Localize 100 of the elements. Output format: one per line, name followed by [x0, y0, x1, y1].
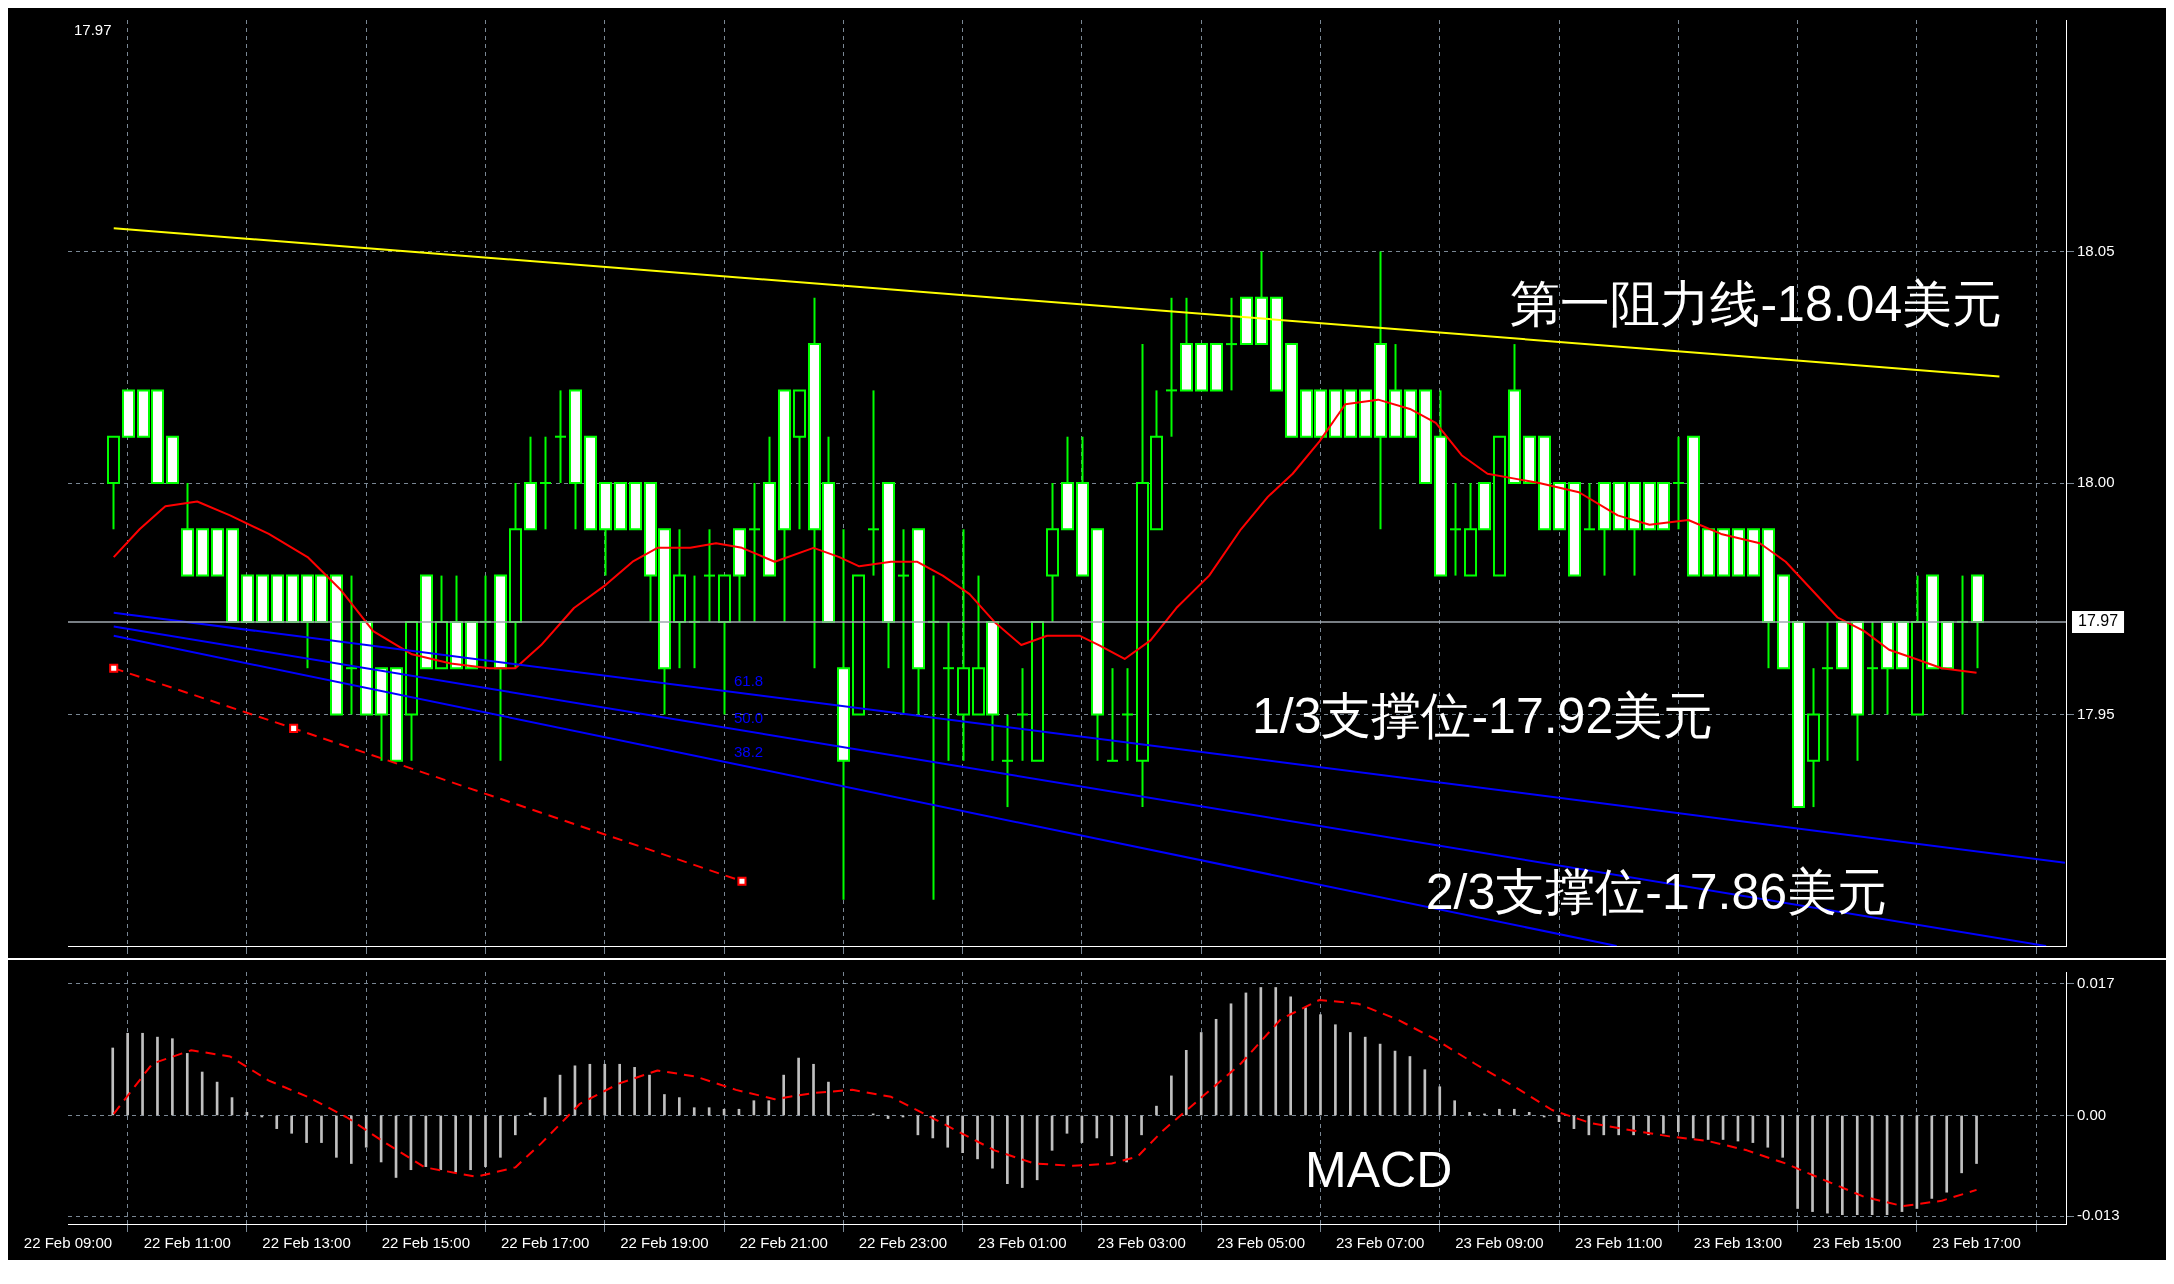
bar: [827, 1081, 830, 1116]
candlestick: [1821, 620, 1834, 762]
bar: [1691, 1115, 1695, 1139]
bar: [1110, 1115, 1114, 1157]
candlestick: [1001, 713, 1014, 809]
bar: [1199, 1032, 1203, 1116]
bar: [1453, 1100, 1456, 1116]
bar: [1363, 1036, 1367, 1116]
bar: [200, 1071, 204, 1116]
candlestick: [1016, 667, 1029, 762]
bar: [1766, 1115, 1770, 1148]
bar: [484, 1115, 487, 1167]
bar: [618, 1063, 622, 1116]
annotation: 17.97: [73, 21, 112, 39]
candlestick: [1672, 435, 1685, 531]
bar: [678, 1097, 681, 1116]
bar: [1319, 1014, 1322, 1116]
candlestick: [867, 389, 880, 577]
x-tick-label: 22 Feb 19:00: [620, 1234, 709, 1252]
candlestick: [1106, 667, 1119, 762]
bar: [364, 1115, 368, 1148]
x-tick-label: 23 Feb 11:00: [1575, 1234, 1663, 1252]
bar: [335, 1115, 338, 1158]
bar: [782, 1074, 786, 1116]
y-tick-label: 0.017: [2077, 973, 2115, 991]
bar: [797, 1057, 800, 1116]
bar: [1512, 1108, 1516, 1116]
x-tick-label: 23 Feb 13:00: [1693, 1234, 1783, 1252]
x-tick-label: 23 Feb 03:00: [1097, 1234, 1186, 1252]
bar: [185, 1053, 189, 1116]
bar: [1647, 1115, 1650, 1136]
bar: [1289, 996, 1292, 1116]
bar: [513, 1115, 517, 1136]
bar: [1095, 1115, 1099, 1139]
annotation: 第一阻力线-18.04美元: [1510, 275, 2003, 332]
y-tick-label: 18.05: [2077, 241, 2115, 259]
bar: [1125, 1115, 1128, 1163]
bar: [1020, 1115, 1024, 1188]
y-tick-label: 0.00: [2077, 1105, 2107, 1123]
series-label: 38.2: [734, 743, 764, 761]
bar: [320, 1115, 323, 1143]
candlestick: [897, 528, 910, 716]
candlestick: [1165, 296, 1178, 438]
series-label: 61.8: [734, 671, 764, 689]
bar: [1155, 1105, 1158, 1116]
y-tick-label: -0.013: [2077, 1206, 2120, 1224]
bar: [1304, 1007, 1307, 1116]
bar: [961, 1115, 964, 1153]
bar: [1006, 1115, 1009, 1185]
bar: [1170, 1075, 1173, 1116]
x-tick-label: 22 Feb 17:00: [500, 1234, 590, 1252]
candlestick: [1583, 482, 1596, 531]
bar: [156, 1036, 159, 1116]
x-tick-label: 23 Feb 15:00: [1813, 1234, 1902, 1252]
bar: [1184, 1049, 1188, 1116]
bar: [1498, 1108, 1501, 1116]
bar: [141, 1032, 144, 1116]
y-tick-label: 17.95: [2077, 704, 2115, 722]
bar: [499, 1115, 502, 1158]
bar: [1826, 1115, 1829, 1214]
x-tick-label: 23 Feb 07:00: [1335, 1234, 1425, 1252]
bar: [1468, 1112, 1471, 1116]
bar: [603, 1063, 607, 1116]
series-label: 50.0: [734, 708, 764, 726]
bar: [946, 1115, 950, 1148]
bar: [1930, 1115, 1934, 1199]
x-tick-label: 22 Feb 09:00: [23, 1234, 113, 1252]
bar: [1348, 1032, 1352, 1116]
bar: [1035, 1115, 1039, 1181]
bar: [1841, 1115, 1844, 1216]
candlestick: [539, 435, 552, 531]
bar: [1975, 1115, 1978, 1164]
bar: [454, 1115, 457, 1173]
y-tick-label: 18.00: [2077, 473, 2115, 491]
bar: [1662, 1115, 1665, 1134]
bar: [1527, 1112, 1531, 1116]
bar: [349, 1115, 353, 1164]
candlestick: [1866, 620, 1879, 716]
x-tick-label: 23 Feb 05:00: [1216, 1234, 1306, 1252]
bar: [1677, 1115, 1680, 1133]
bar: [976, 1115, 979, 1160]
bar: [1781, 1115, 1785, 1158]
bar: [633, 1067, 636, 1116]
bar: [1796, 1115, 1799, 1209]
candlestick: [1121, 667, 1134, 762]
bar: [1945, 1115, 1949, 1193]
bar: [1140, 1115, 1143, 1136]
bar: [275, 1115, 279, 1129]
bar: [663, 1094, 666, 1116]
ref-line-label: 17.97: [2078, 612, 2119, 630]
bar: [1438, 1086, 1442, 1116]
bar: [1960, 1115, 1963, 1174]
bar: [171, 1038, 174, 1116]
bar: [290, 1115, 293, 1134]
bar: [111, 1047, 115, 1116]
annotation: 1/3支撑位-17.92美元: [1251, 687, 1714, 744]
bar: [126, 1032, 129, 1116]
annotation: MACD: [1305, 1142, 1453, 1199]
x-tick-label: 22 Feb 13:00: [262, 1234, 351, 1252]
bar: [1855, 1115, 1859, 1216]
